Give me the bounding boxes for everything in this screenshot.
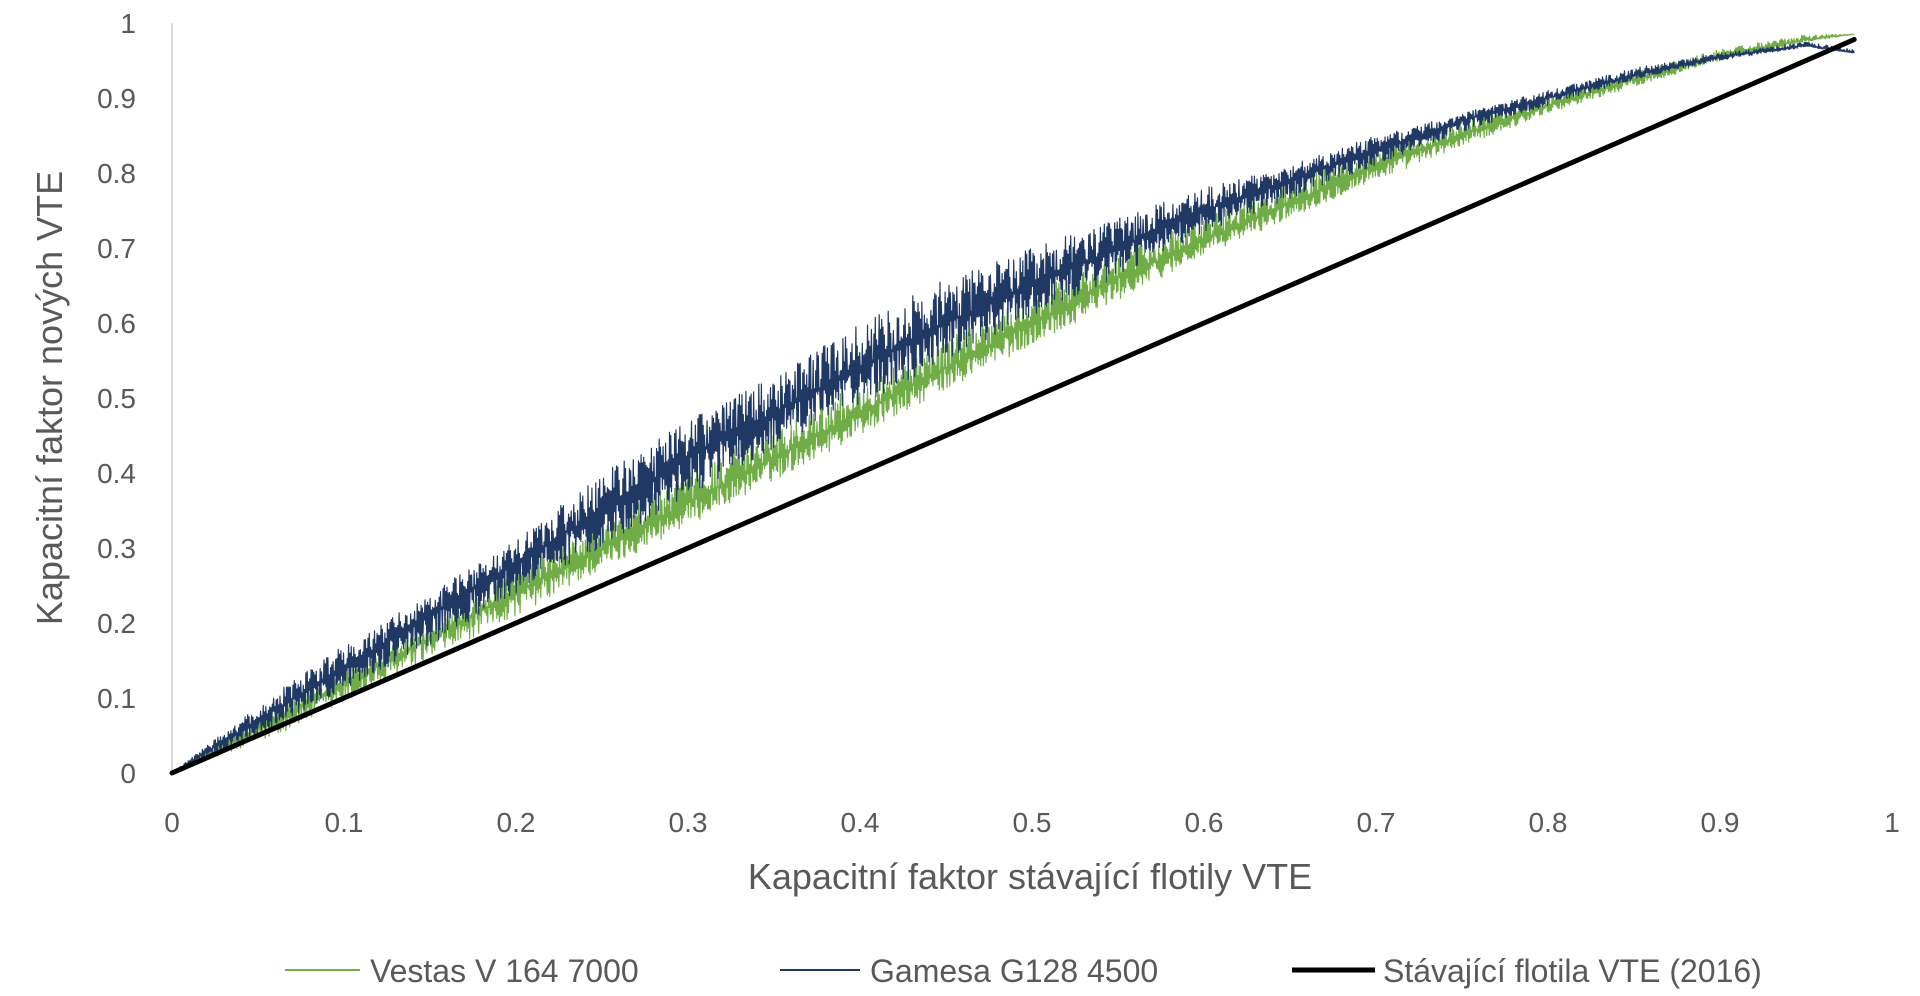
x-tick-label: 0.9 (1701, 807, 1740, 838)
series (169, 33, 1857, 776)
legend-item-gamesa: Gamesa G128 4500 (780, 953, 1158, 989)
y-tick-label: 0.8 (97, 158, 136, 189)
y-tick-label: 0.9 (97, 83, 136, 114)
x-tick-label: 0.4 (841, 807, 880, 838)
y-tick-label: 1 (120, 8, 136, 39)
x-tick-label: 0.8 (1529, 807, 1568, 838)
y-tick-label: 0 (120, 758, 136, 789)
y-axis-title: Kapacitní faktor nových VTE (29, 171, 70, 625)
x-tick-label: 0.1 (325, 807, 364, 838)
series-line-0 (171, 33, 1855, 774)
legend-item-vestas: Vestas V 164 7000 (285, 953, 639, 989)
series-line-2 (169, 37, 1857, 776)
x-tick-label: 0.7 (1357, 807, 1396, 838)
legend-label-gamesa: Gamesa G128 4500 (870, 953, 1158, 989)
y-tick-label: 0.7 (97, 233, 136, 264)
x-tick-label: 0.5 (1013, 807, 1052, 838)
y-tick-label: 0.1 (97, 683, 136, 714)
x-tick-label: 1 (1884, 807, 1900, 838)
y-tick-labels: 0 0.1 0.2 0.3 0.4 0.5 0.6 0.7 0.8 0.9 1 (97, 8, 136, 789)
y-tick-label: 0.4 (97, 458, 136, 489)
y-tick-label: 0.5 (97, 383, 136, 414)
legend-label-stavajici: Stávající flotila VTE (2016) (1383, 953, 1762, 989)
legend-label-vestas: Vestas V 164 7000 (370, 953, 639, 989)
series-line-1 (171, 41, 1855, 774)
x-tick-label: 0.6 (1185, 807, 1224, 838)
y-tick-label: 0.2 (97, 608, 136, 639)
x-tick-label: 0.3 (669, 807, 708, 838)
y-tick-label: 0.6 (97, 308, 136, 339)
x-tick-labels: 0 0.1 0.2 0.3 0.4 0.5 0.6 0.7 0.8 0.9 1 (164, 807, 1900, 838)
x-axis-title: Kapacitní faktor stávající flotily VTE (748, 856, 1312, 897)
x-tick-label: 0 (164, 807, 180, 838)
legend-item-stavajici: Stávající flotila VTE (2016) (1292, 953, 1762, 989)
y-tick-label: 0.3 (97, 533, 136, 564)
x-tick-label: 0.2 (497, 807, 536, 838)
legend: Vestas V 164 7000 Gamesa G128 4500 Stáva… (285, 953, 1762, 989)
